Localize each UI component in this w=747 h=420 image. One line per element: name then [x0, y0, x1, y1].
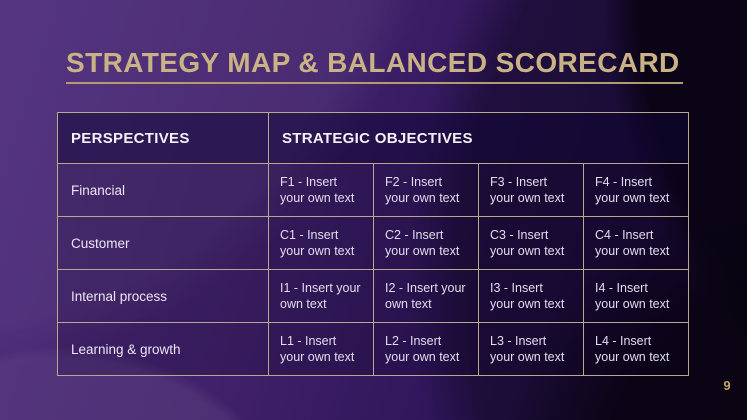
objective-cell: L2 - Insert your own text [373, 322, 479, 376]
perspective-label: Customer [57, 216, 269, 270]
perspectives-header: PERSPECTIVES [57, 112, 269, 164]
objective-cell: L4 - Insert your own text [583, 322, 689, 376]
balanced-scorecard-table: PERSPECTIVES STRATEGIC OBJECTIVES Financ… [57, 112, 689, 376]
table-header-row: PERSPECTIVES STRATEGIC OBJECTIVES [57, 112, 689, 164]
objective-cell: C3 - Insert your own text [478, 216, 584, 270]
objective-cell: F1 - Insert your own text [268, 163, 374, 217]
table-body: Financial F1 - Insert your own text F2 - I… [57, 163, 689, 376]
objective-cell: I4 - Insert your own text [583, 269, 689, 323]
objective-cell: I3 - Insert your own text [478, 269, 584, 323]
objective-cell: C4 - Insert your own text [583, 216, 689, 270]
objective-cell: F4 - Insert your own text [583, 163, 689, 217]
table-row: Customer C1 - Insert your own text C2 - In… [57, 216, 689, 270]
strategic-objectives-header: STRATEGIC OBJECTIVES [268, 112, 689, 164]
objective-cell: F3 - Insert your own text [478, 163, 584, 217]
table-row: Financial F1 - Insert your own text F2 - I… [57, 163, 689, 217]
slide-title: STRATEGY MAP & BALANCED SCORECARD [66, 47, 680, 78]
perspective-label: Learning & growth [57, 322, 269, 376]
objective-cell: C1 - Insert your own text [268, 216, 374, 270]
objective-cell: C2 - Insert your own text [373, 216, 479, 270]
page-number: 9 [723, 378, 731, 393]
perspective-label: Financial [57, 163, 269, 217]
table-row: Internal process I1 - Insert your own tex… [57, 269, 689, 323]
table-row: Learning & growth L1 - Insert your own te… [57, 322, 689, 376]
objective-cell: I2 - Insert your own text [373, 269, 479, 323]
objective-cell: F2 - Insert your own text [373, 163, 479, 217]
perspective-label: Internal process [57, 269, 269, 323]
title-underline [66, 82, 683, 84]
objective-cell: L3 - Insert your own text [478, 322, 584, 376]
objective-cell: L1 - Insert your own text [268, 322, 374, 376]
objective-cell: I1 - Insert your own text [268, 269, 374, 323]
